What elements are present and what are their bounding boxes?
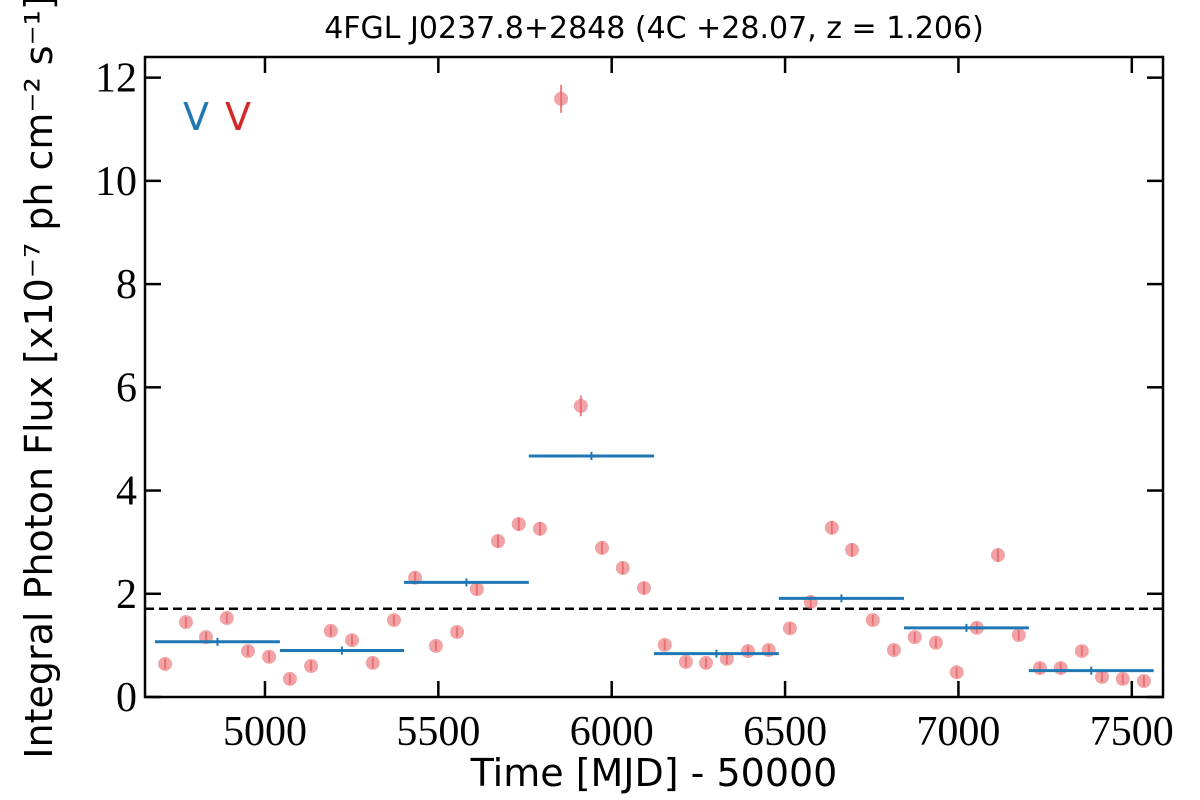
data-point xyxy=(636,581,651,596)
data-point xyxy=(949,665,964,680)
data-point xyxy=(824,520,839,535)
data-point xyxy=(219,611,234,626)
data-point xyxy=(782,621,797,636)
x-tick-label: 7000 xyxy=(916,709,1000,755)
data-point xyxy=(1011,628,1026,643)
data-point xyxy=(490,534,505,549)
data-point xyxy=(907,630,922,645)
data-point xyxy=(428,638,443,653)
data-point xyxy=(304,659,319,674)
data-point xyxy=(178,615,193,630)
data-point xyxy=(594,540,609,555)
y-tick-label: 6 xyxy=(116,365,137,411)
x-tick-label: 6000 xyxy=(570,709,654,755)
data-point xyxy=(886,643,901,658)
data-point xyxy=(865,613,880,628)
annotation: V xyxy=(225,95,251,139)
y-tick-label: 10 xyxy=(95,159,137,205)
annotation: V xyxy=(183,95,209,139)
data-point xyxy=(365,655,380,670)
data-point xyxy=(344,633,359,648)
data-point xyxy=(158,656,173,671)
data-point xyxy=(928,635,943,650)
y-tick-label: 2 xyxy=(116,572,137,618)
plot-frame xyxy=(143,55,1165,699)
y-tick-label: 12 xyxy=(95,56,137,102)
data-point xyxy=(386,613,401,628)
data-point xyxy=(615,560,630,575)
data-point xyxy=(323,623,338,638)
data-point xyxy=(262,649,277,664)
y-tick-label: 0 xyxy=(116,675,137,721)
chart-title: 4FGL J0237.8+2848 (4C +28.07, z = 1.206) xyxy=(324,11,984,46)
data-point xyxy=(1115,671,1130,686)
x-tick-label: 6500 xyxy=(743,709,827,755)
data-point xyxy=(532,521,547,536)
data-point xyxy=(699,655,714,670)
y-axis-label: Integral Photon Flux [x10⁻⁷ ph cm⁻² s⁻¹] xyxy=(17,0,61,759)
data-point xyxy=(450,624,465,639)
data-point xyxy=(844,542,859,557)
data-point xyxy=(511,517,526,532)
data-point xyxy=(678,654,693,669)
data-point xyxy=(657,637,672,652)
x-axis-label: Time [MJD] - 50000 xyxy=(470,751,838,795)
x-tick-label: 5500 xyxy=(396,709,480,755)
x-tick-label: 5000 xyxy=(223,709,307,755)
data-point xyxy=(1094,669,1109,684)
y-tick-label: 4 xyxy=(116,469,137,515)
data-point xyxy=(719,651,734,666)
data-point xyxy=(282,671,297,686)
data-point xyxy=(240,644,255,659)
data-point xyxy=(1074,644,1089,659)
y-tick-label: 8 xyxy=(116,262,137,308)
data-point xyxy=(1032,661,1047,676)
data-point xyxy=(740,644,755,659)
x-tick-label: 7500 xyxy=(1090,709,1174,755)
data-point xyxy=(990,548,1005,563)
data-point xyxy=(573,398,588,413)
data-point xyxy=(1053,661,1068,676)
data-point xyxy=(469,582,484,597)
data-point xyxy=(554,91,569,106)
data-point xyxy=(1136,674,1151,688)
